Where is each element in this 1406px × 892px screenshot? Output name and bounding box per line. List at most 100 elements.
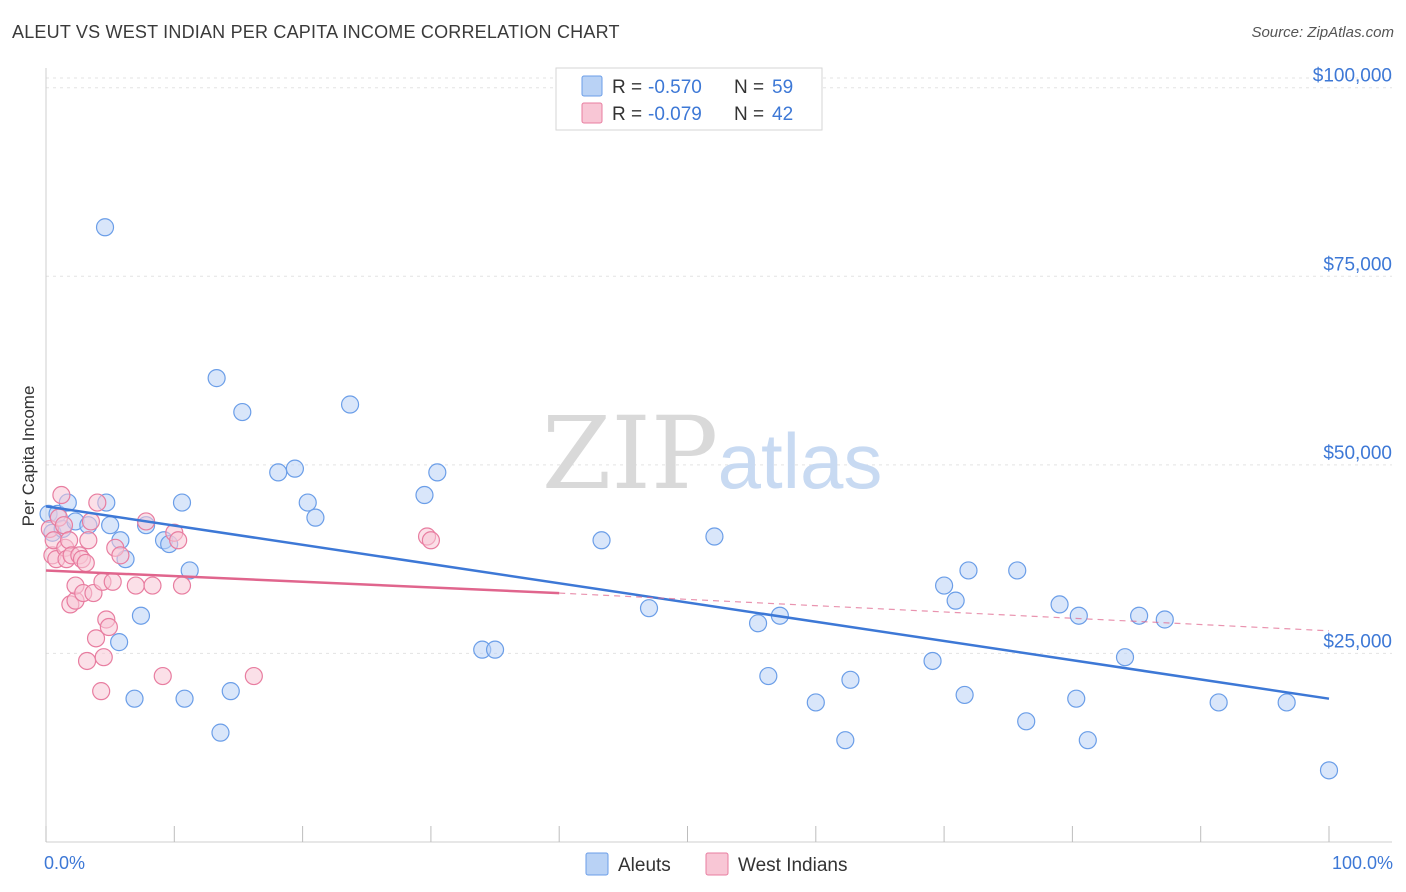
aleuts-point [180,561,199,580]
aleuts-point [125,689,144,708]
aleuts-point [1130,606,1149,625]
bottom-legend-label-west-indians: West Indians [738,855,847,876]
y-tick-label: $100,000 [1313,66,1392,87]
bottom-legend-label-aleuts: Aleuts [618,855,671,876]
aleuts-point [1008,561,1027,580]
chart-title: ALEUT VS WEST INDIAN PER CAPITA INCOME C… [12,22,620,42]
west-indians-point [172,576,192,595]
legend-n-value: 42 [772,104,793,125]
watermark-zip: ZIP [542,395,718,512]
watermark: ZIP atlas [542,395,883,512]
aleuts-point [639,599,659,618]
aleuts-point [211,723,230,742]
watermark-atlas: atlas [718,417,883,505]
aleuts-point [1277,693,1296,712]
legend-swatch-west-indians [581,102,603,124]
west-indians-trend-line [45,569,560,595]
aleuts-point [1067,689,1086,708]
aleuts-point [959,561,978,580]
aleuts-point [1050,595,1069,614]
trend-lines [45,505,1330,700]
aleuts-point [101,516,120,535]
west-indians-point [59,531,79,550]
west-indians-point [88,493,107,512]
aleuts-point [485,640,505,659]
aleuts-point [285,459,305,478]
west-indians-point [99,617,118,637]
aleuts-point [172,493,192,512]
aleuts-point [806,693,825,712]
aleuts-point [1017,712,1036,731]
west-indians-point [52,485,71,505]
bottom-legend-swatch-aleuts [585,852,609,876]
west-indians-point [103,572,122,591]
aleuts-point [841,670,860,689]
x-tick-label: 0.0% [44,853,85,873]
west-indians-point [169,531,188,550]
west-indians-point [76,553,95,573]
y-tick-label: $50,000 [1323,443,1392,464]
aleuts-point [269,463,288,482]
aleuts-point [759,666,778,686]
west-indians-point [77,651,97,671]
bottom-legend-swatch-west-indians [705,852,729,876]
aleuts-point [1155,610,1174,629]
west-indians-point [92,682,111,701]
legend-swatch-aleuts [581,75,603,97]
legend: R = -0.570 N = 59 R = -0.079 N = 42 [555,67,823,131]
aleuts-point [340,395,360,414]
y-tick-label: $75,000 [1323,254,1392,275]
west-indians-point [111,546,130,565]
aleuts-point [1115,648,1135,667]
west-indians-point [126,576,145,595]
legend-n-label: N = [734,77,764,98]
legend-r-value: -0.079 [648,104,702,125]
grid-lines [46,77,1392,654]
aleuts-point [1078,731,1097,750]
aleuts-point [946,591,965,610]
aleuts-point [1209,693,1228,712]
aleuts-point [306,508,325,527]
west-indians-point [81,512,101,531]
west-indians-point [244,666,263,686]
aleuts-point [1319,761,1339,780]
west-indians-point [86,629,106,648]
aleuts-point [592,531,611,550]
data-points [39,218,1339,780]
aleuts-point [221,682,240,701]
west-indians-point [153,666,172,686]
axes [45,68,1392,843]
aleuts-point [298,493,317,512]
aleuts-point [748,614,768,633]
y-axis-label: Per Capita Income [19,386,38,527]
aleuts-point [110,633,129,652]
legend-r-label: R = [612,77,642,98]
aleuts-point [836,731,855,750]
aleuts-trend-line [45,505,1330,700]
west-indians-point [94,648,113,667]
x-axis-tick-labels: 0.0% 100.0% [44,853,1393,873]
legend-r-label: R = [612,104,642,125]
aleuts-point [428,463,447,482]
legend-n-label: N = [734,104,764,125]
aleuts-point [175,689,194,708]
y-axis-tick-labels: $25,000 $50,000 $75,000 $100,000 [1313,66,1392,653]
aleuts-point [1069,606,1088,625]
aleuts-point [131,606,151,625]
aleuts-point [923,651,942,671]
west-indians-trend-line-extension [559,592,1330,632]
west-indians-point [421,531,440,550]
aleuts-point [705,527,724,546]
legend-r-value: -0.570 [648,77,702,98]
bottom-legend: Aleuts West Indians [585,852,847,876]
aleuts-point [207,369,226,388]
aleuts-point [95,218,115,237]
source-label: Source: ZipAtlas.com [1251,24,1394,41]
aleuts-point [934,576,954,595]
aleuts-point [233,402,252,422]
west-indians-point [79,531,98,550]
west-indians-point [143,576,162,595]
y-tick-label: $25,000 [1323,631,1392,652]
x-tick-label: 100.0% [1332,853,1393,873]
